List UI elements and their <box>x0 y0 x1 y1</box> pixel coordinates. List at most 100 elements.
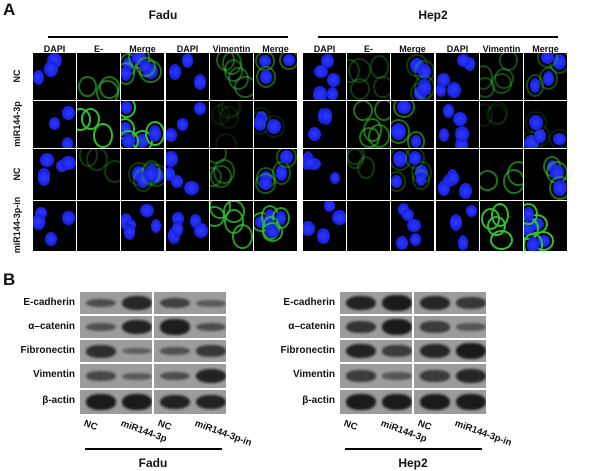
protein-band <box>456 394 486 410</box>
protein-band <box>456 368 486 384</box>
protein-band <box>382 394 412 410</box>
blot-strip <box>154 340 226 362</box>
protein-band <box>122 319 152 335</box>
green-stain <box>352 101 373 122</box>
nucleus-stain <box>38 170 51 186</box>
blot-strip <box>414 340 486 362</box>
protein-label: Vimentin <box>32 369 75 380</box>
panel-b-label: B <box>3 270 16 289</box>
green-stain <box>488 101 509 125</box>
protein-label: Vimentin <box>292 369 335 380</box>
green-stain <box>491 73 513 95</box>
blot-strip <box>154 390 226 414</box>
green-stain <box>261 222 284 243</box>
nucleus-stain <box>184 181 200 196</box>
column-header: DAPI <box>446 44 469 54</box>
micrograph-cell <box>166 53 209 100</box>
blot-strip <box>80 390 152 414</box>
row-label: miR144-3p-in <box>12 196 22 254</box>
protein-band <box>456 343 486 359</box>
micrograph-cell <box>480 201 523 251</box>
nucleus-stain <box>321 107 333 125</box>
micrograph-cell <box>121 201 164 251</box>
column-header: Merge <box>262 44 289 54</box>
micrograph-cell <box>436 201 479 251</box>
nucleus-stain <box>33 214 46 230</box>
micrograph-cell <box>480 149 523 200</box>
protein-band <box>196 368 226 384</box>
micrograph-cell <box>121 101 164 148</box>
micrograph-cell <box>347 53 390 100</box>
nucleus-stain <box>62 210 75 226</box>
green-stain <box>254 173 277 195</box>
column-header: DAPI <box>313 44 336 54</box>
nucleus-stain <box>43 61 58 77</box>
micrograph-cell <box>166 201 209 251</box>
green-stain <box>219 106 239 129</box>
nucleus-stain <box>313 86 327 100</box>
green-stain <box>216 53 235 72</box>
protein-band <box>420 394 450 410</box>
green-stain <box>537 53 559 68</box>
micrograph-cell <box>303 101 346 148</box>
protein-label: Fibronectin <box>20 345 75 356</box>
green-stain <box>524 202 539 226</box>
nucleus-stain <box>193 73 206 91</box>
green-stain <box>347 149 365 166</box>
green-stain <box>413 75 434 100</box>
protein-label: E-cadherin <box>283 297 335 308</box>
micrograph-cell <box>480 101 523 148</box>
micrograph-cell <box>166 149 209 200</box>
nucleus-stain <box>447 170 459 186</box>
nucleus-stain <box>456 53 471 68</box>
nucleus-stain <box>321 53 334 68</box>
micrograph-cell <box>524 149 567 200</box>
protein-label: β-actin <box>42 395 75 406</box>
nucleus-stain <box>61 136 73 148</box>
nucleus-stain <box>303 220 315 236</box>
protein-band <box>122 394 152 410</box>
green-stain <box>549 129 567 148</box>
blot-strip <box>154 292 226 314</box>
column-header: Merge <box>532 44 559 54</box>
nucleus-stain <box>327 72 340 87</box>
group-title-hep2: Hep2 <box>418 8 448 22</box>
micrograph-cell <box>303 53 346 100</box>
protein-band <box>196 322 226 332</box>
nucleus-stain <box>401 208 415 221</box>
green-stain <box>524 232 543 251</box>
nucleus-stain <box>436 83 447 98</box>
micrograph-cell <box>303 149 346 200</box>
protein-band <box>160 297 190 309</box>
micrograph-cell <box>254 53 297 100</box>
green-stain <box>135 56 156 78</box>
lane-label: miR144-3p-in <box>193 418 254 449</box>
protein-band <box>346 343 376 359</box>
green-stain <box>144 121 164 146</box>
protein-band <box>420 370 450 382</box>
micrograph-cell <box>480 53 523 100</box>
green-stain <box>262 114 286 139</box>
protein-band <box>122 372 152 380</box>
green-stain <box>279 53 297 70</box>
nucleus-stain <box>124 224 136 240</box>
micrograph-cell <box>77 149 120 200</box>
nucleus-stain <box>452 111 467 127</box>
micrograph-cell <box>210 101 253 148</box>
green-stain <box>406 130 426 148</box>
green-stain <box>487 215 507 237</box>
nucleus-stain <box>308 126 322 141</box>
protein-band <box>196 394 226 410</box>
column-header: Merge <box>399 44 426 54</box>
nucleus-stain <box>193 102 206 116</box>
micrograph-cell <box>391 53 434 100</box>
micrograph-cell <box>33 149 76 200</box>
protein-band <box>346 370 376 382</box>
nucleus-stain <box>406 218 421 233</box>
nucleus-stain <box>172 212 184 225</box>
blot-strip <box>80 364 152 388</box>
group-title-fadu: Fadu <box>138 456 168 470</box>
nucleus-stain <box>442 104 454 118</box>
green-stain <box>391 171 407 192</box>
